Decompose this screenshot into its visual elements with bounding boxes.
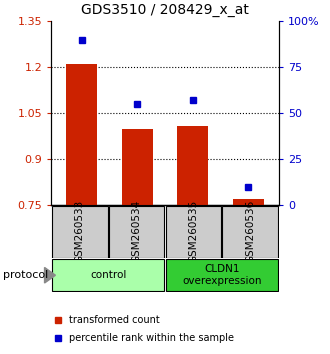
Text: protocol: protocol: [3, 270, 49, 280]
Text: GSM260536: GSM260536: [246, 200, 255, 263]
Bar: [66, 64, 97, 205]
Polygon shape: [45, 268, 55, 283]
Title: GDS3510 / 208429_x_at: GDS3510 / 208429_x_at: [81, 4, 249, 17]
Bar: [178, 126, 208, 205]
Text: control: control: [90, 270, 126, 280]
Bar: [52, 206, 108, 258]
Text: percentile rank within the sample: percentile rank within the sample: [69, 333, 234, 343]
Bar: [52, 259, 164, 291]
Bar: [122, 129, 152, 205]
Bar: [166, 206, 221, 258]
Text: GSM260534: GSM260534: [132, 200, 142, 263]
Bar: [233, 199, 264, 205]
Bar: [222, 206, 278, 258]
Text: GSM260535: GSM260535: [188, 200, 198, 263]
Bar: [109, 206, 164, 258]
Bar: [166, 259, 278, 291]
Text: CLDN1
overexpression: CLDN1 overexpression: [182, 264, 262, 286]
Text: transformed count: transformed count: [69, 315, 160, 325]
Text: GSM260533: GSM260533: [75, 200, 84, 263]
